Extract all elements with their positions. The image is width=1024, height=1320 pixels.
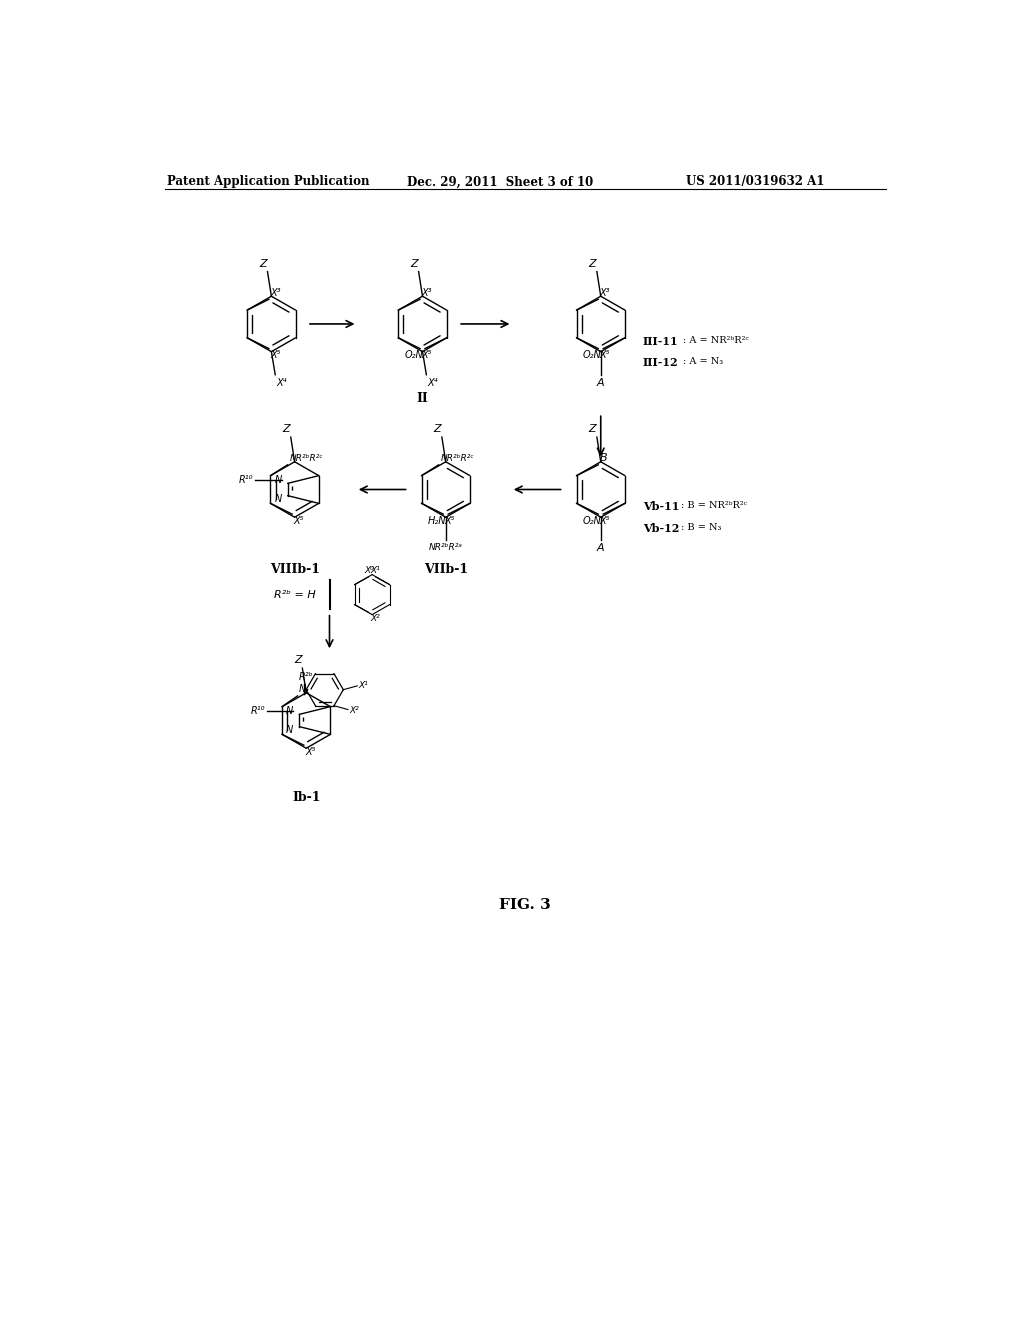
Text: Z: Z	[589, 424, 596, 434]
Text: Vb-12: Vb-12	[643, 523, 679, 533]
Text: NR²ᵇR²ᵃ: NR²ᵇR²ᵃ	[429, 544, 463, 552]
Text: O₂N: O₂N	[583, 350, 602, 360]
Text: X⁵: X⁵	[294, 516, 304, 525]
Text: Z: Z	[259, 259, 266, 268]
Text: X²: X²	[349, 706, 359, 715]
Text: N: N	[274, 475, 282, 486]
Text: N: N	[286, 706, 293, 717]
Text: O₂N: O₂N	[583, 516, 602, 525]
Text: NR²ᵇR²ᶜ: NR²ᵇR²ᶜ	[290, 454, 324, 462]
Text: FIG. 3: FIG. 3	[499, 899, 551, 912]
Text: H₂N: H₂N	[428, 516, 446, 525]
Text: Dec. 29, 2011  Sheet 3 of 10: Dec. 29, 2011 Sheet 3 of 10	[407, 176, 593, 189]
Text: X⁵: X⁵	[444, 516, 456, 525]
Text: A: A	[597, 378, 604, 388]
Text: X²: X²	[370, 614, 380, 623]
Text: Patent Application Publication: Patent Application Publication	[167, 176, 370, 189]
Text: A: A	[597, 544, 604, 553]
Text: B: B	[600, 453, 607, 463]
Text: Z: Z	[294, 655, 302, 665]
Text: VIIIb-1: VIIIb-1	[269, 564, 319, 577]
Text: X⁴: X⁴	[427, 378, 437, 388]
Text: N: N	[274, 494, 282, 504]
Text: R²ᵇ = H: R²ᵇ = H	[273, 590, 315, 599]
Text: X¹: X¹	[370, 566, 380, 576]
Text: Ib-1: Ib-1	[292, 791, 321, 804]
Text: VIIb-1: VIIb-1	[424, 564, 468, 577]
Text: X⁵: X⁵	[600, 516, 610, 525]
Text: X¹: X¹	[358, 681, 369, 689]
Text: X⁵: X⁵	[422, 350, 432, 360]
Text: R²ᵇ: R²ᵇ	[299, 672, 314, 682]
Text: Z: Z	[589, 259, 596, 268]
Text: R¹⁰: R¹⁰	[240, 475, 254, 486]
Text: : B = NR²ᵇR²ᶜ: : B = NR²ᵇR²ᶜ	[681, 502, 748, 510]
Text: : A = NR²ᵇR²ᶜ: : A = NR²ᵇR²ᶜ	[683, 335, 749, 345]
Text: X³: X³	[270, 288, 281, 298]
Text: X⁰: X⁰	[365, 566, 374, 576]
Text: N: N	[286, 725, 293, 735]
Text: Vb-11: Vb-11	[643, 502, 679, 512]
Text: III-11: III-11	[643, 335, 678, 347]
Text: III-12: III-12	[643, 358, 678, 368]
Text: II: II	[417, 392, 428, 405]
Text: X³: X³	[422, 288, 432, 298]
Text: X³: X³	[600, 288, 610, 298]
Text: Z: Z	[433, 424, 441, 434]
Text: X⁵: X⁵	[305, 747, 315, 756]
Text: O₂N: O₂N	[404, 350, 423, 360]
Text: Z: Z	[283, 424, 290, 434]
Text: NR²ᵇR²ᶜ: NR²ᵇR²ᶜ	[441, 454, 475, 462]
Text: X⁵: X⁵	[600, 350, 610, 360]
Text: : A = N₃: : A = N₃	[683, 358, 723, 366]
Text: N: N	[299, 684, 306, 694]
Text: X⁵: X⁵	[270, 350, 281, 360]
Text: Z: Z	[411, 259, 418, 268]
Text: R¹⁰: R¹⁰	[251, 706, 265, 717]
Text: X⁴: X⁴	[276, 378, 287, 388]
Text: : B = N₃: : B = N₃	[681, 523, 722, 532]
Text: US 2011/0319632 A1: US 2011/0319632 A1	[686, 176, 824, 189]
